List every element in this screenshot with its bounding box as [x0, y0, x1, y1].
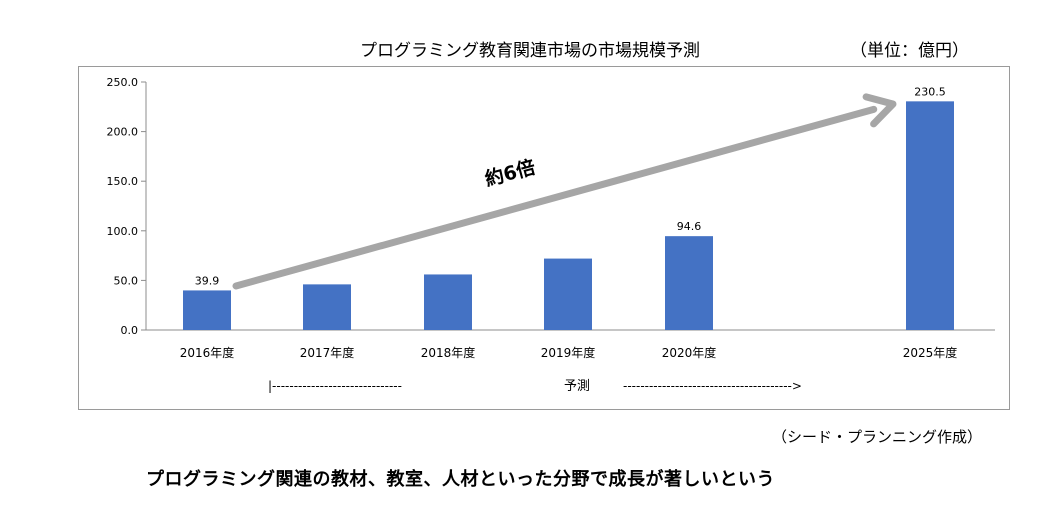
x-tick-label: 2020年度	[662, 345, 717, 360]
chart-frame	[78, 66, 1010, 410]
growth-arrow-head	[862, 93, 897, 128]
y-tick-label: 100.0	[107, 225, 139, 238]
x-tick-label: 2018年度	[421, 345, 476, 360]
chart-unit: （単位：億円）	[850, 41, 969, 61]
bar	[424, 274, 472, 330]
x-tick-label: 2019年度	[541, 345, 596, 360]
chart-title: プログラミング教育関連市場の市場規模予測	[360, 41, 700, 61]
data-label: 230.5	[914, 85, 946, 98]
y-tick-label: 50.0	[114, 274, 139, 287]
x-tick-label: 2016年度	[180, 345, 235, 360]
forecast-line-left: |------------------------------	[268, 379, 402, 393]
x-tick-label: 2017年度	[300, 345, 355, 360]
bar	[906, 101, 954, 331]
forecast-label: 予測	[564, 379, 590, 394]
bar	[544, 258, 592, 330]
source-note: （シード・プランニング作成）	[772, 428, 983, 446]
growth-arrow-shaft	[232, 105, 878, 290]
data-label: 94.6	[677, 220, 702, 233]
data-label: 39.9	[195, 274, 220, 287]
y-tick-label: 200.0	[107, 126, 139, 139]
x-tick-label: 2025年度	[903, 345, 958, 360]
y-tick-label: 150.0	[107, 175, 139, 188]
bar	[303, 284, 351, 330]
y-tick-label: 250.0	[107, 76, 139, 89]
growth-annotation: 約6倍	[482, 155, 537, 190]
y-tick-label: 0.0	[121, 324, 139, 337]
bar	[665, 236, 713, 330]
caption: プログラミング関連の教材、教室、人材といった分野で成長が著しいという	[146, 469, 775, 490]
bar	[183, 290, 231, 330]
forecast-line-right: --------------------------------------->	[623, 379, 802, 393]
